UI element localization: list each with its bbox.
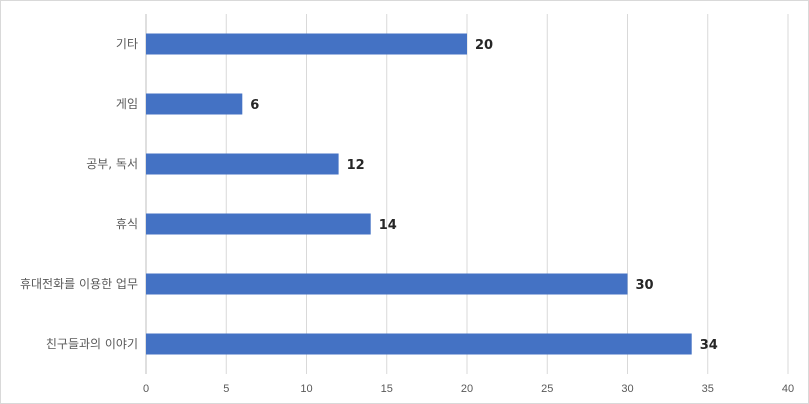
x-tick-label: 10	[300, 383, 312, 395]
bar-3	[146, 213, 371, 235]
bar-4	[146, 273, 628, 295]
category-label: 공부, 독서	[86, 157, 138, 171]
gridlines	[145, 14, 789, 374]
x-tick-label: 25	[541, 383, 553, 395]
data-label: 6	[250, 98, 259, 113]
bar-2	[146, 153, 339, 175]
x-tick-label: 0	[143, 383, 149, 395]
data-label: 14	[379, 218, 397, 233]
bars	[146, 33, 692, 355]
bar-5	[146, 333, 692, 355]
x-tick-label: 30	[621, 383, 633, 395]
data-label: 20	[475, 38, 493, 53]
category-label: 휴식	[116, 217, 138, 231]
x-tick-label: 20	[461, 383, 473, 395]
category-label: 게임	[116, 97, 138, 111]
x-tick-label: 15	[381, 383, 393, 395]
category-label: 친구들과의 이야기	[46, 337, 138, 351]
labels: 0 5 10 15 20 25 30 35 40 기타 20 게임 6 공부, 독서 12 휴식 14 휴대전화를…	[20, 37, 794, 395]
data-label: 34	[700, 338, 718, 353]
bar-1	[146, 93, 243, 115]
x-tick-label: 40	[782, 383, 794, 395]
bar-0	[146, 33, 467, 55]
x-tick-label: 35	[702, 383, 714, 395]
x-tick-label: 5	[223, 383, 229, 395]
category-label: 기타	[116, 37, 138, 51]
data-label: 30	[636, 278, 654, 293]
category-label: 휴대전화를 이용한 업무	[20, 277, 138, 291]
data-label: 12	[347, 158, 365, 173]
